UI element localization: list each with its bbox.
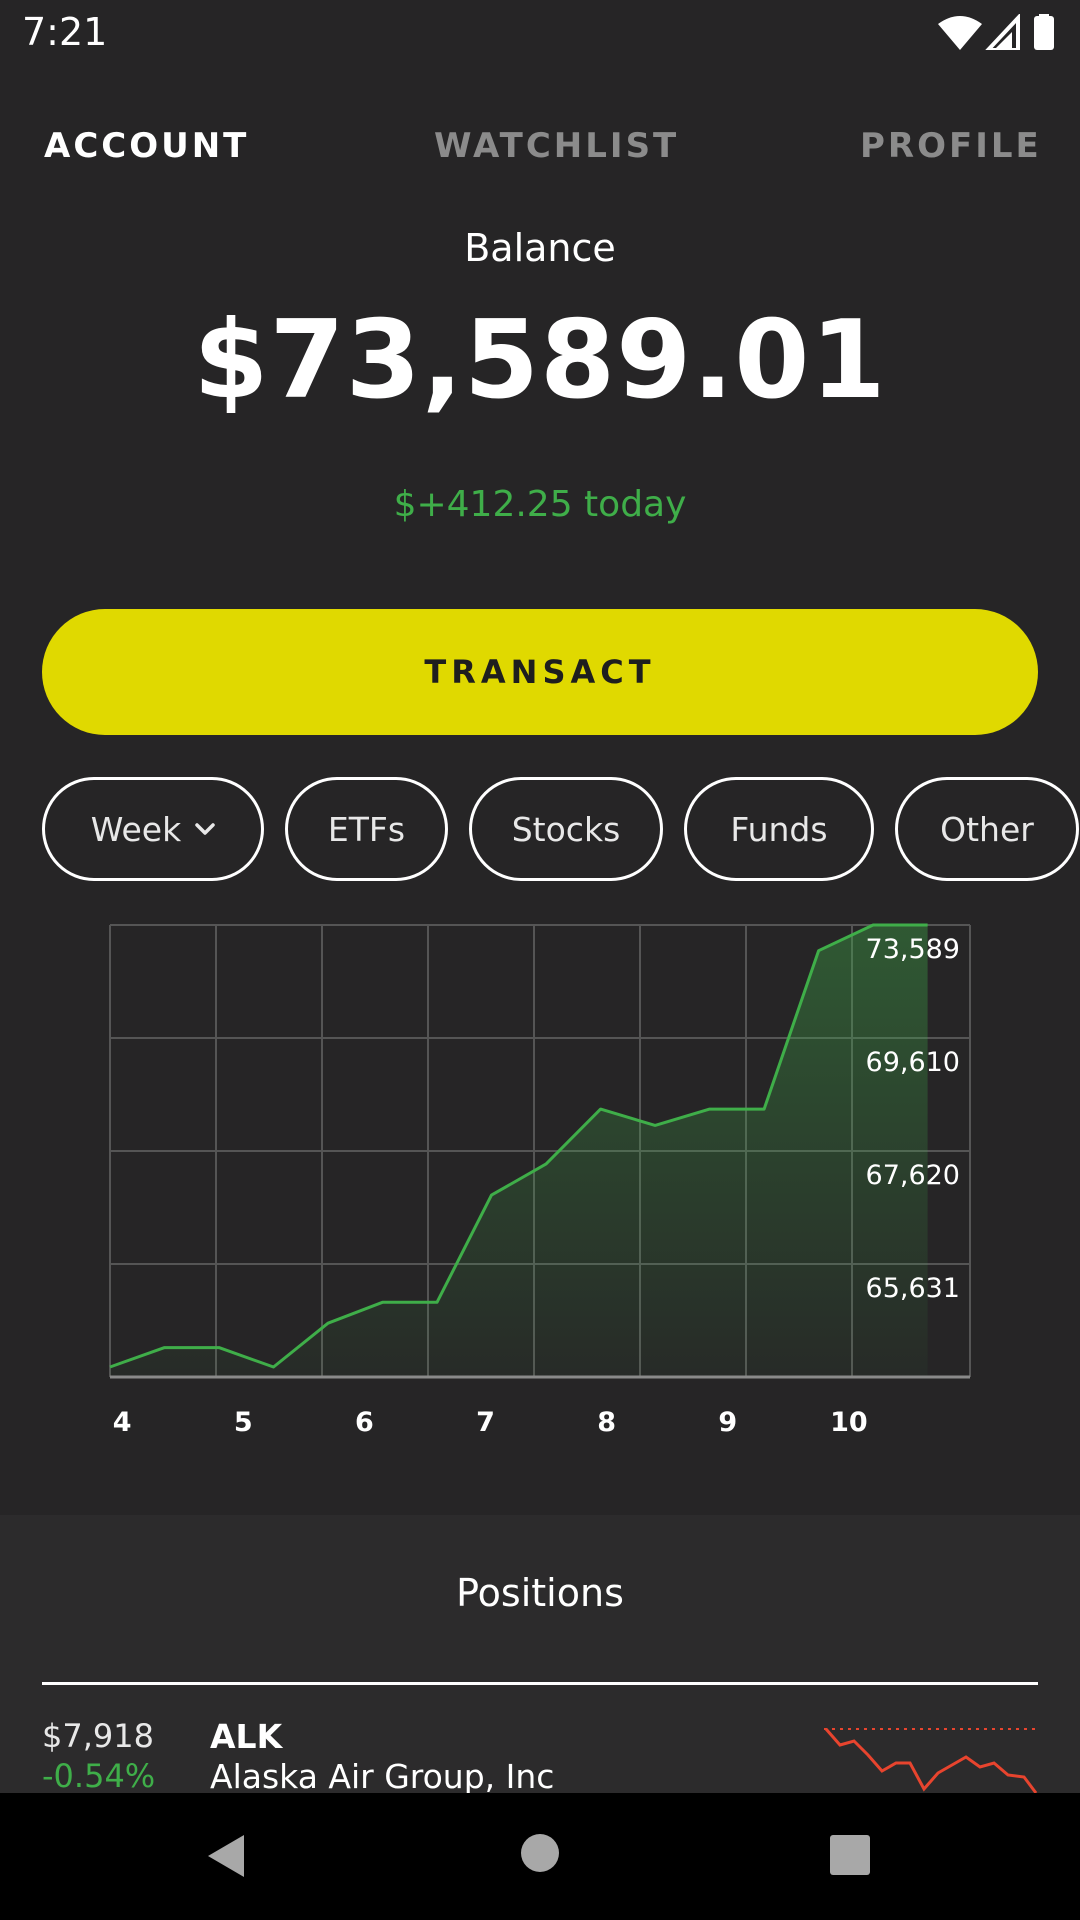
filter-other[interactable]: Other [895,777,1079,881]
y-tick-label: 69,610 [866,1047,960,1078]
x-tick-label: 10 [830,1407,868,1438]
status-time: 7:21 [22,10,108,54]
filter-etfs[interactable]: ETFs [285,777,448,881]
y-tick-label: 67,620 [866,1160,960,1191]
position-change: -0.54% [42,1757,156,1795]
y-tick-label: 65,631 [866,1273,960,1304]
balance-label: Balance [464,226,616,270]
balance-chart: 73,589 69,610 67,620 65,631 4 5 6 7 8 9 10 [109,923,971,1438]
chart-area [110,925,928,1377]
positions-title: Positions [456,1571,624,1615]
positions-panel: Positions $7,918 -0.54% ALK Alaska Air G… [0,1515,1080,1796]
x-tick-label: 6 [355,1407,374,1438]
battery-icon [1034,16,1054,50]
y-tick-labels: 73,589 69,610 67,620 65,631 [866,934,960,1304]
transact-button[interactable]: TRANSACT [42,609,1038,735]
tab-account[interactable]: ACCOUNT [44,126,250,166]
x-tick-labels: 4 5 6 7 8 9 10 [113,1407,868,1438]
chevron-down-icon [195,823,215,835]
x-tick-label: 4 [113,1407,132,1438]
position-name: Alaska Air Group, Inc [210,1757,555,1796]
filter-stocks[interactable]: Stocks [469,777,663,881]
wifi-icon [938,16,982,50]
status-icons [938,14,1054,50]
balance-value: $73,589.01 [193,298,887,423]
today-change: $+412.25 today [393,484,687,525]
position-value: $7,918 [42,1717,154,1755]
filter-week-dropdown[interactable]: Week [42,777,264,881]
y-tick-label: 73,589 [866,934,960,965]
x-tick-label: 9 [718,1407,737,1438]
back-icon[interactable] [206,1833,246,1879]
positions-divider [42,1682,1038,1685]
filter-funds[interactable]: Funds [684,777,874,881]
recents-icon[interactable] [830,1835,870,1875]
chart-line [109,923,928,1369]
tab-watchlist[interactable]: WATCHLIST [434,126,680,166]
signal-icon [985,14,1020,50]
filter-week-label: Week [90,809,182,849]
x-tick-label: 8 [597,1407,616,1438]
nav-bar [0,1793,1080,1920]
x-tick-label: 7 [476,1407,495,1438]
status-bar: 7:21 [0,0,1080,64]
position-sparkline [824,1728,1038,1794]
tab-profile[interactable]: PROFILE [860,126,1042,166]
position-symbol: ALK [210,1717,283,1756]
home-icon[interactable] [520,1833,560,1873]
x-tick-label: 5 [234,1407,253,1438]
